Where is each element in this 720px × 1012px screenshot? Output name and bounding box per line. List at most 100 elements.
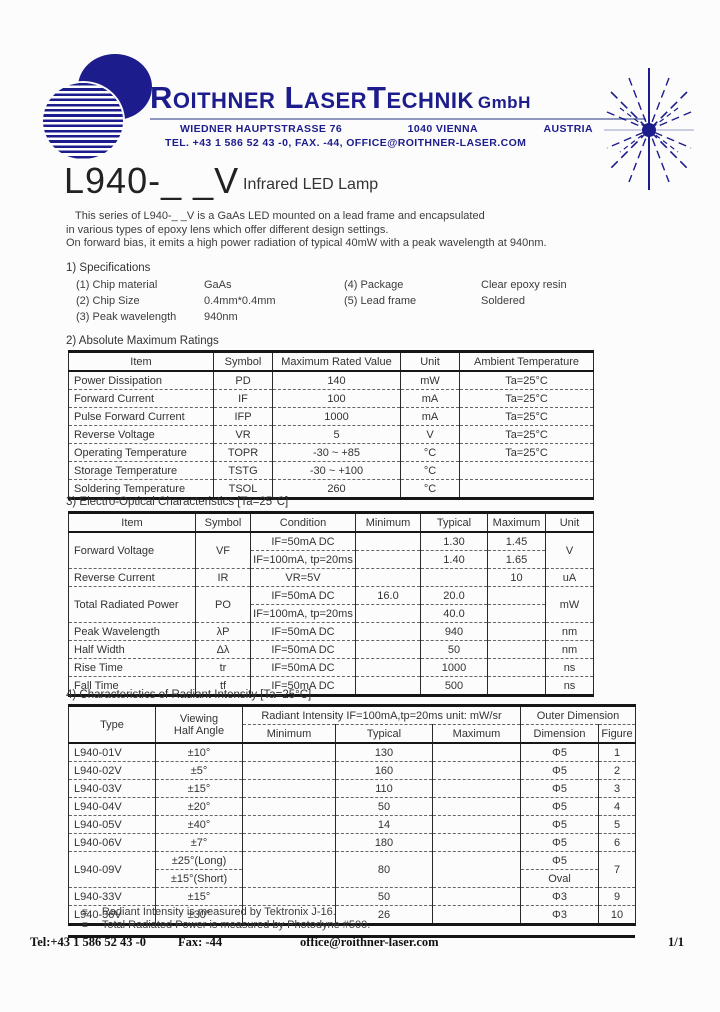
- table-cell: 500: [420, 676, 488, 696]
- table-cell: ±40°: [155, 815, 243, 834]
- table-cell: 50: [335, 887, 433, 906]
- table-cell: 140: [272, 371, 401, 390]
- table-cell: L940-02V: [68, 761, 156, 780]
- table-cell: 180: [335, 833, 433, 852]
- table-row: Pulse Forward Current IFP 1000 mA Ta=25°C: [68, 407, 594, 426]
- table-cell: ±15°: [155, 887, 243, 906]
- table-cell: 80: [335, 851, 433, 888]
- table-cell: 7: [598, 851, 636, 888]
- table-cell: [355, 658, 421, 677]
- table-cell: Pulse Forward Current: [68, 407, 214, 426]
- table-cell: 1000: [272, 407, 401, 426]
- table-cell: 110: [335, 779, 433, 798]
- table-cell: L940-05V: [68, 815, 156, 834]
- spec-label: (1) Chip material: [76, 279, 158, 291]
- table-cell: ±15°: [155, 779, 243, 798]
- table-row: L940-01V ±10° 130 Φ5 1: [68, 743, 636, 762]
- product-subtitle: Infrared LED Lamp: [243, 176, 379, 193]
- page-footer: Tel:+43 1 586 52 43 -0 Fax: -44 office@r…: [0, 935, 720, 955]
- company-name: Roithner LaserTechnik GmbH: [150, 82, 531, 118]
- table-cell: L940-06V: [68, 833, 156, 852]
- spec-row: (1) Chip material GaAs: [66, 277, 626, 293]
- intro-line: This series of L940-_ _V is a GaAs LED m…: [75, 210, 485, 222]
- note-text: Radiant Intensity is measured by Tektron…: [101, 906, 336, 918]
- note-text: Total Radiated Power is measured by Phot…: [101, 919, 371, 931]
- table-cell: Ta=25°C: [459, 425, 594, 444]
- table-cell: [487, 658, 546, 677]
- table-cell: 6: [598, 833, 636, 852]
- table-cell: [242, 761, 336, 780]
- table-row: Operating Temperature TOPR -30 ~ +85 °C Ta=2…: [68, 443, 594, 462]
- table-cell: [432, 815, 521, 834]
- table-row: Reverse Current IR VR=5V 10 uA: [68, 568, 594, 587]
- spec-label: (2) Chip Size: [76, 295, 140, 307]
- table-cell: [432, 761, 521, 780]
- spec-label: (4) Package: [344, 279, 404, 291]
- intro-paragraph: This series of L940-_ _V is a GaAs LED m…: [66, 210, 547, 251]
- table-cell: Ta=25°C: [459, 389, 594, 408]
- table-cell: IF=100mA, tp=20ms: [250, 604, 356, 623]
- intro-line: On forward bias, it emits a high power r…: [66, 237, 547, 249]
- table-cell: IF=50mA DC: [250, 658, 356, 677]
- table-header-cell: Figure: [598, 724, 636, 743]
- section-heading: 2) Absolute Maximum Ratings: [66, 335, 219, 347]
- table-row: Total Radiated Power PO IF=50mA DC 16.0 20.0…: [68, 586, 594, 623]
- table-header-cell: Unit: [400, 351, 460, 372]
- table-cell: 1: [598, 743, 636, 762]
- header-rule: [150, 118, 646, 120]
- table-cell: 1000: [420, 658, 488, 677]
- table-cell: PD: [213, 371, 273, 390]
- table-cell: tr: [195, 658, 251, 677]
- table-cell: Φ3: [520, 905, 599, 925]
- table-cell: [420, 568, 488, 587]
- intro-line: in various types of epoxy lens which off…: [66, 223, 389, 236]
- address-line2: TEL. +43 1 586 52 43 -0, FAX. -44, OFFIC…: [165, 137, 527, 149]
- table-cell: 130: [335, 743, 433, 762]
- table-cell: ns: [545, 676, 594, 696]
- section-heading: 4) Characteristics of Radiant Intensity …: [66, 689, 312, 701]
- radiant-intensity-section: 4) Characteristics of Radiant Intensity …: [66, 689, 636, 926]
- table-cell: 5: [598, 815, 636, 834]
- table-cell: uA: [545, 568, 594, 587]
- address-street: WIEDNER HAUPTSTRASSE 76: [180, 123, 343, 135]
- table-cell: L940-04V: [68, 797, 156, 816]
- table-cell: mW: [400, 371, 460, 390]
- table-cell: 100: [272, 389, 401, 408]
- table-cell: Ta=25°C: [459, 371, 594, 390]
- spec-value: Clear epoxy resin: [481, 279, 567, 291]
- table-cell: [242, 851, 336, 888]
- laser-star-icon: [604, 68, 694, 190]
- table-row: L940-04V ±20° 50 Φ5 4: [68, 797, 636, 816]
- table-cell: L940-03V: [68, 779, 156, 798]
- table-header-cell: Outer Dimension: [520, 705, 636, 725]
- spec-value: 0.4mm*0.4mm: [204, 295, 276, 307]
- table-cell: 1.65: [487, 550, 546, 569]
- table-header-cell: Radiant Intensity IF=100mA,tp=20ms unit:…: [242, 705, 521, 725]
- spec-columns: (1) Chip material GaAs (2) Chip Size 0.4mm…: [66, 277, 626, 325]
- table-header-cell: Minimum: [242, 724, 336, 743]
- table-cell: ±25°(Long): [155, 851, 243, 870]
- table-cell: Fall Time: [68, 676, 196, 696]
- spec-label: (3) Peak wavelength: [76, 311, 177, 323]
- section-heading: 3) Electro-Optical Characteristics [Ta=2…: [66, 496, 289, 508]
- table-header-cell: Symbol: [195, 512, 251, 533]
- table-cell: 20.0: [420, 586, 488, 605]
- table-cell: TSTG: [213, 461, 273, 480]
- specifications-section: 1) Specifications (1) Chip material GaAs …: [66, 262, 626, 325]
- table-cell: L940-33V: [68, 887, 156, 906]
- note-marker-icon: ≡: [82, 920, 88, 931]
- notes-section: ≡ Radiant Intensity is measured by Tektro…: [68, 906, 635, 938]
- table-cell: [459, 479, 594, 499]
- table-cell: -30 ~ +100: [272, 461, 401, 480]
- table-cell: Forward Voltage: [68, 532, 196, 569]
- table-cell: [487, 604, 546, 623]
- table-cell: λP: [195, 622, 251, 641]
- table-cell: VR: [213, 425, 273, 444]
- table-row: Rise Time tr IF=50mA DC 1000 ns: [68, 658, 594, 677]
- table-cell: IF=50mA DC: [250, 622, 356, 641]
- table-row: L940-36V ±30° 26 Φ3 10: [68, 905, 636, 925]
- table-cell: [355, 550, 421, 569]
- table-row: L940-05V ±40° 14 Φ5 5: [68, 815, 636, 834]
- table-cell: IF=50mA DC: [250, 532, 356, 551]
- footer-email: office@roithner-laser.com: [300, 935, 439, 949]
